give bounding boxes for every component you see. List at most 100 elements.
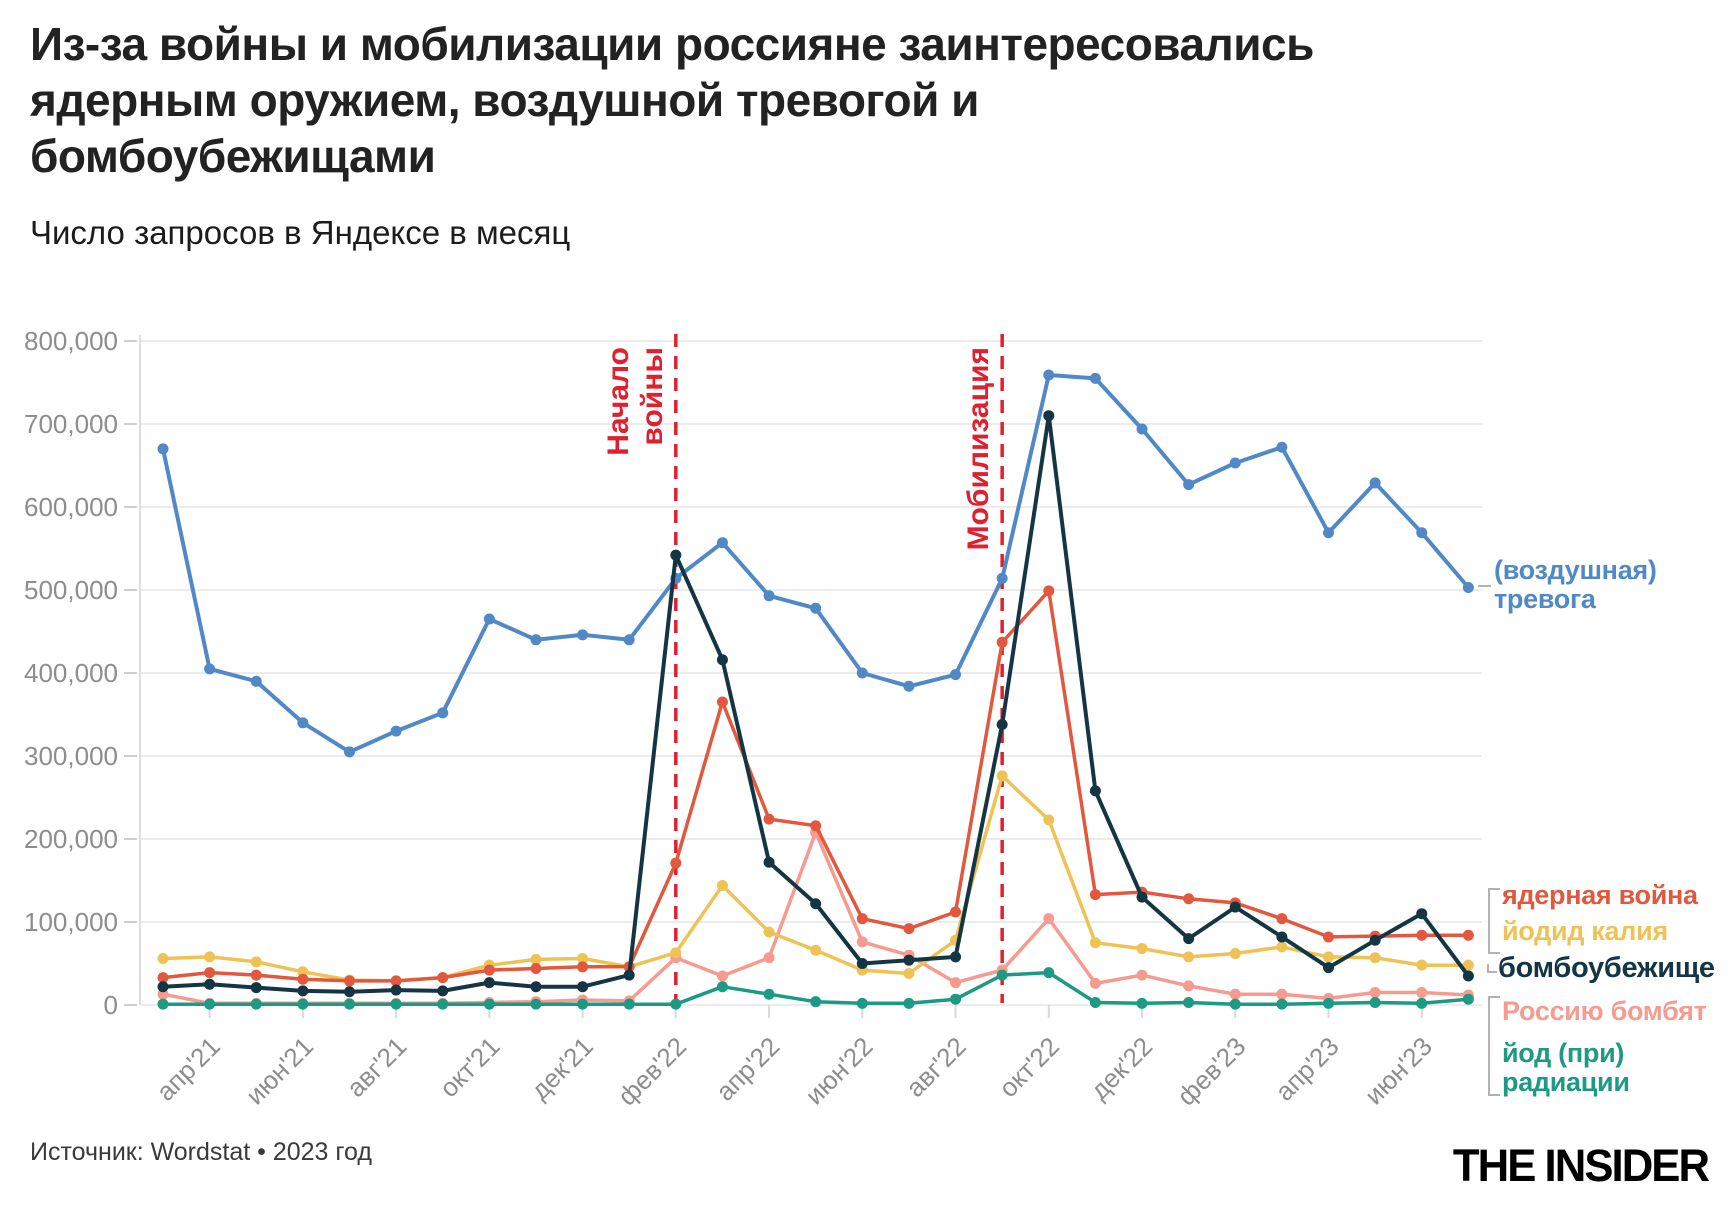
data-point bbox=[716, 981, 728, 993]
data-point bbox=[437, 707, 449, 719]
data-point bbox=[204, 978, 216, 990]
data-point bbox=[390, 975, 402, 987]
data-point bbox=[1229, 457, 1241, 469]
x-tick-label: авг'22 bbox=[900, 1031, 972, 1103]
data-point bbox=[1276, 931, 1288, 943]
data-point bbox=[903, 967, 915, 979]
data-point bbox=[1089, 785, 1101, 797]
data-point bbox=[1276, 941, 1288, 953]
data-point bbox=[1183, 951, 1195, 963]
data-point bbox=[1462, 970, 1474, 982]
data-point bbox=[903, 923, 915, 935]
data-point bbox=[297, 973, 309, 985]
data-point bbox=[577, 998, 589, 1010]
data-point bbox=[1229, 998, 1241, 1010]
data-point bbox=[530, 981, 542, 993]
data-point bbox=[1043, 913, 1055, 925]
data-point bbox=[530, 953, 542, 965]
data-point bbox=[250, 675, 262, 687]
data-point bbox=[623, 998, 635, 1010]
data-point bbox=[623, 634, 635, 646]
y-tick-label: 0 bbox=[104, 990, 118, 1020]
y-tick-label: 400,000 bbox=[24, 658, 118, 688]
data-point bbox=[483, 613, 495, 625]
data-point bbox=[763, 952, 775, 964]
data-point bbox=[763, 856, 775, 868]
data-point bbox=[1136, 943, 1148, 955]
data-point bbox=[670, 947, 682, 959]
data-point bbox=[390, 984, 402, 996]
data-point bbox=[1183, 980, 1195, 992]
data-point bbox=[390, 998, 402, 1010]
data-point bbox=[577, 953, 589, 965]
data-point bbox=[1462, 929, 1474, 941]
data-point bbox=[1089, 372, 1101, 384]
annotation-text: Мобилизация bbox=[962, 347, 995, 550]
x-tick-label: авг'21 bbox=[340, 1031, 412, 1103]
data-point bbox=[716, 696, 728, 708]
data-point bbox=[1043, 369, 1055, 381]
data-point bbox=[1369, 997, 1381, 1009]
data-point bbox=[1183, 893, 1195, 905]
x-tick-label: июн'23 bbox=[1359, 1031, 1438, 1110]
y-tick-label: 100,000 bbox=[24, 907, 118, 937]
chart-subtitle: Число запросов в Яндексе в месяц bbox=[30, 214, 571, 251]
legend-yod-pri-radiacii: йод (при) радиации bbox=[1502, 1038, 1630, 1097]
x-tick-label: апр'23 bbox=[1269, 1031, 1345, 1107]
data-point bbox=[903, 954, 915, 966]
event-annotations: Начало войны Мобилизация bbox=[602, 334, 1004, 1003]
data-point bbox=[1323, 962, 1334, 974]
data-point bbox=[1136, 969, 1148, 981]
data-point bbox=[810, 996, 822, 1008]
data-point bbox=[1136, 423, 1148, 435]
data-point bbox=[483, 977, 495, 989]
data-point bbox=[343, 986, 355, 998]
y-tick-label: 600,000 bbox=[24, 492, 118, 522]
data-point bbox=[670, 857, 682, 869]
data-point bbox=[716, 654, 728, 666]
data-point bbox=[250, 956, 262, 968]
data-point bbox=[1323, 997, 1334, 1009]
data-point bbox=[1183, 997, 1195, 1009]
data-point bbox=[204, 998, 216, 1010]
x-tick-label: окт'21 bbox=[434, 1031, 506, 1103]
data-point bbox=[1323, 931, 1334, 943]
data-point bbox=[856, 913, 868, 925]
data-point bbox=[810, 944, 822, 956]
chart-title: Из-за войны и мобилизации россияне заинт… bbox=[30, 18, 1314, 183]
data-point bbox=[577, 961, 589, 973]
data-point bbox=[437, 972, 449, 984]
data-point bbox=[1089, 937, 1101, 949]
data-point bbox=[950, 993, 962, 1005]
data-point bbox=[1043, 967, 1055, 979]
legend-bomboubezhishche: бомбоубежище bbox=[1498, 952, 1715, 984]
x-axis: апр'21 июн'21 авг'21 окт'21 дек'21 фев'22 апр'… bbox=[150, 1005, 1438, 1111]
data-point bbox=[157, 998, 169, 1010]
the-insider-logo: THE INSIDER bbox=[1452, 1140, 1710, 1191]
annotation-text: войны bbox=[636, 347, 669, 446]
y-tick-label: 700,000 bbox=[24, 409, 118, 439]
data-point bbox=[1416, 987, 1428, 999]
x-tick-label: фев'22 bbox=[612, 1031, 692, 1111]
data-point bbox=[1276, 998, 1288, 1010]
y-tick-label: 300,000 bbox=[24, 741, 118, 771]
data-point bbox=[1089, 977, 1101, 989]
series-бомбоубежище bbox=[157, 410, 1474, 998]
data-point bbox=[1043, 814, 1055, 826]
data-point bbox=[530, 634, 542, 646]
x-tick-label: дек'21 bbox=[525, 1031, 599, 1105]
data-point bbox=[204, 951, 216, 963]
data-point bbox=[1043, 410, 1055, 422]
data-point bbox=[1276, 913, 1288, 925]
x-tick-label: апр'21 bbox=[150, 1031, 226, 1107]
data-point bbox=[1416, 959, 1428, 971]
data-point bbox=[204, 663, 216, 675]
data-point bbox=[856, 958, 868, 969]
x-tick-label: июн'22 bbox=[799, 1031, 878, 1110]
data-point bbox=[996, 572, 1008, 584]
x-tick-label: дек'22 bbox=[1084, 1031, 1158, 1105]
data-point bbox=[1183, 933, 1195, 945]
data-point bbox=[157, 972, 169, 984]
data-point bbox=[763, 813, 775, 825]
